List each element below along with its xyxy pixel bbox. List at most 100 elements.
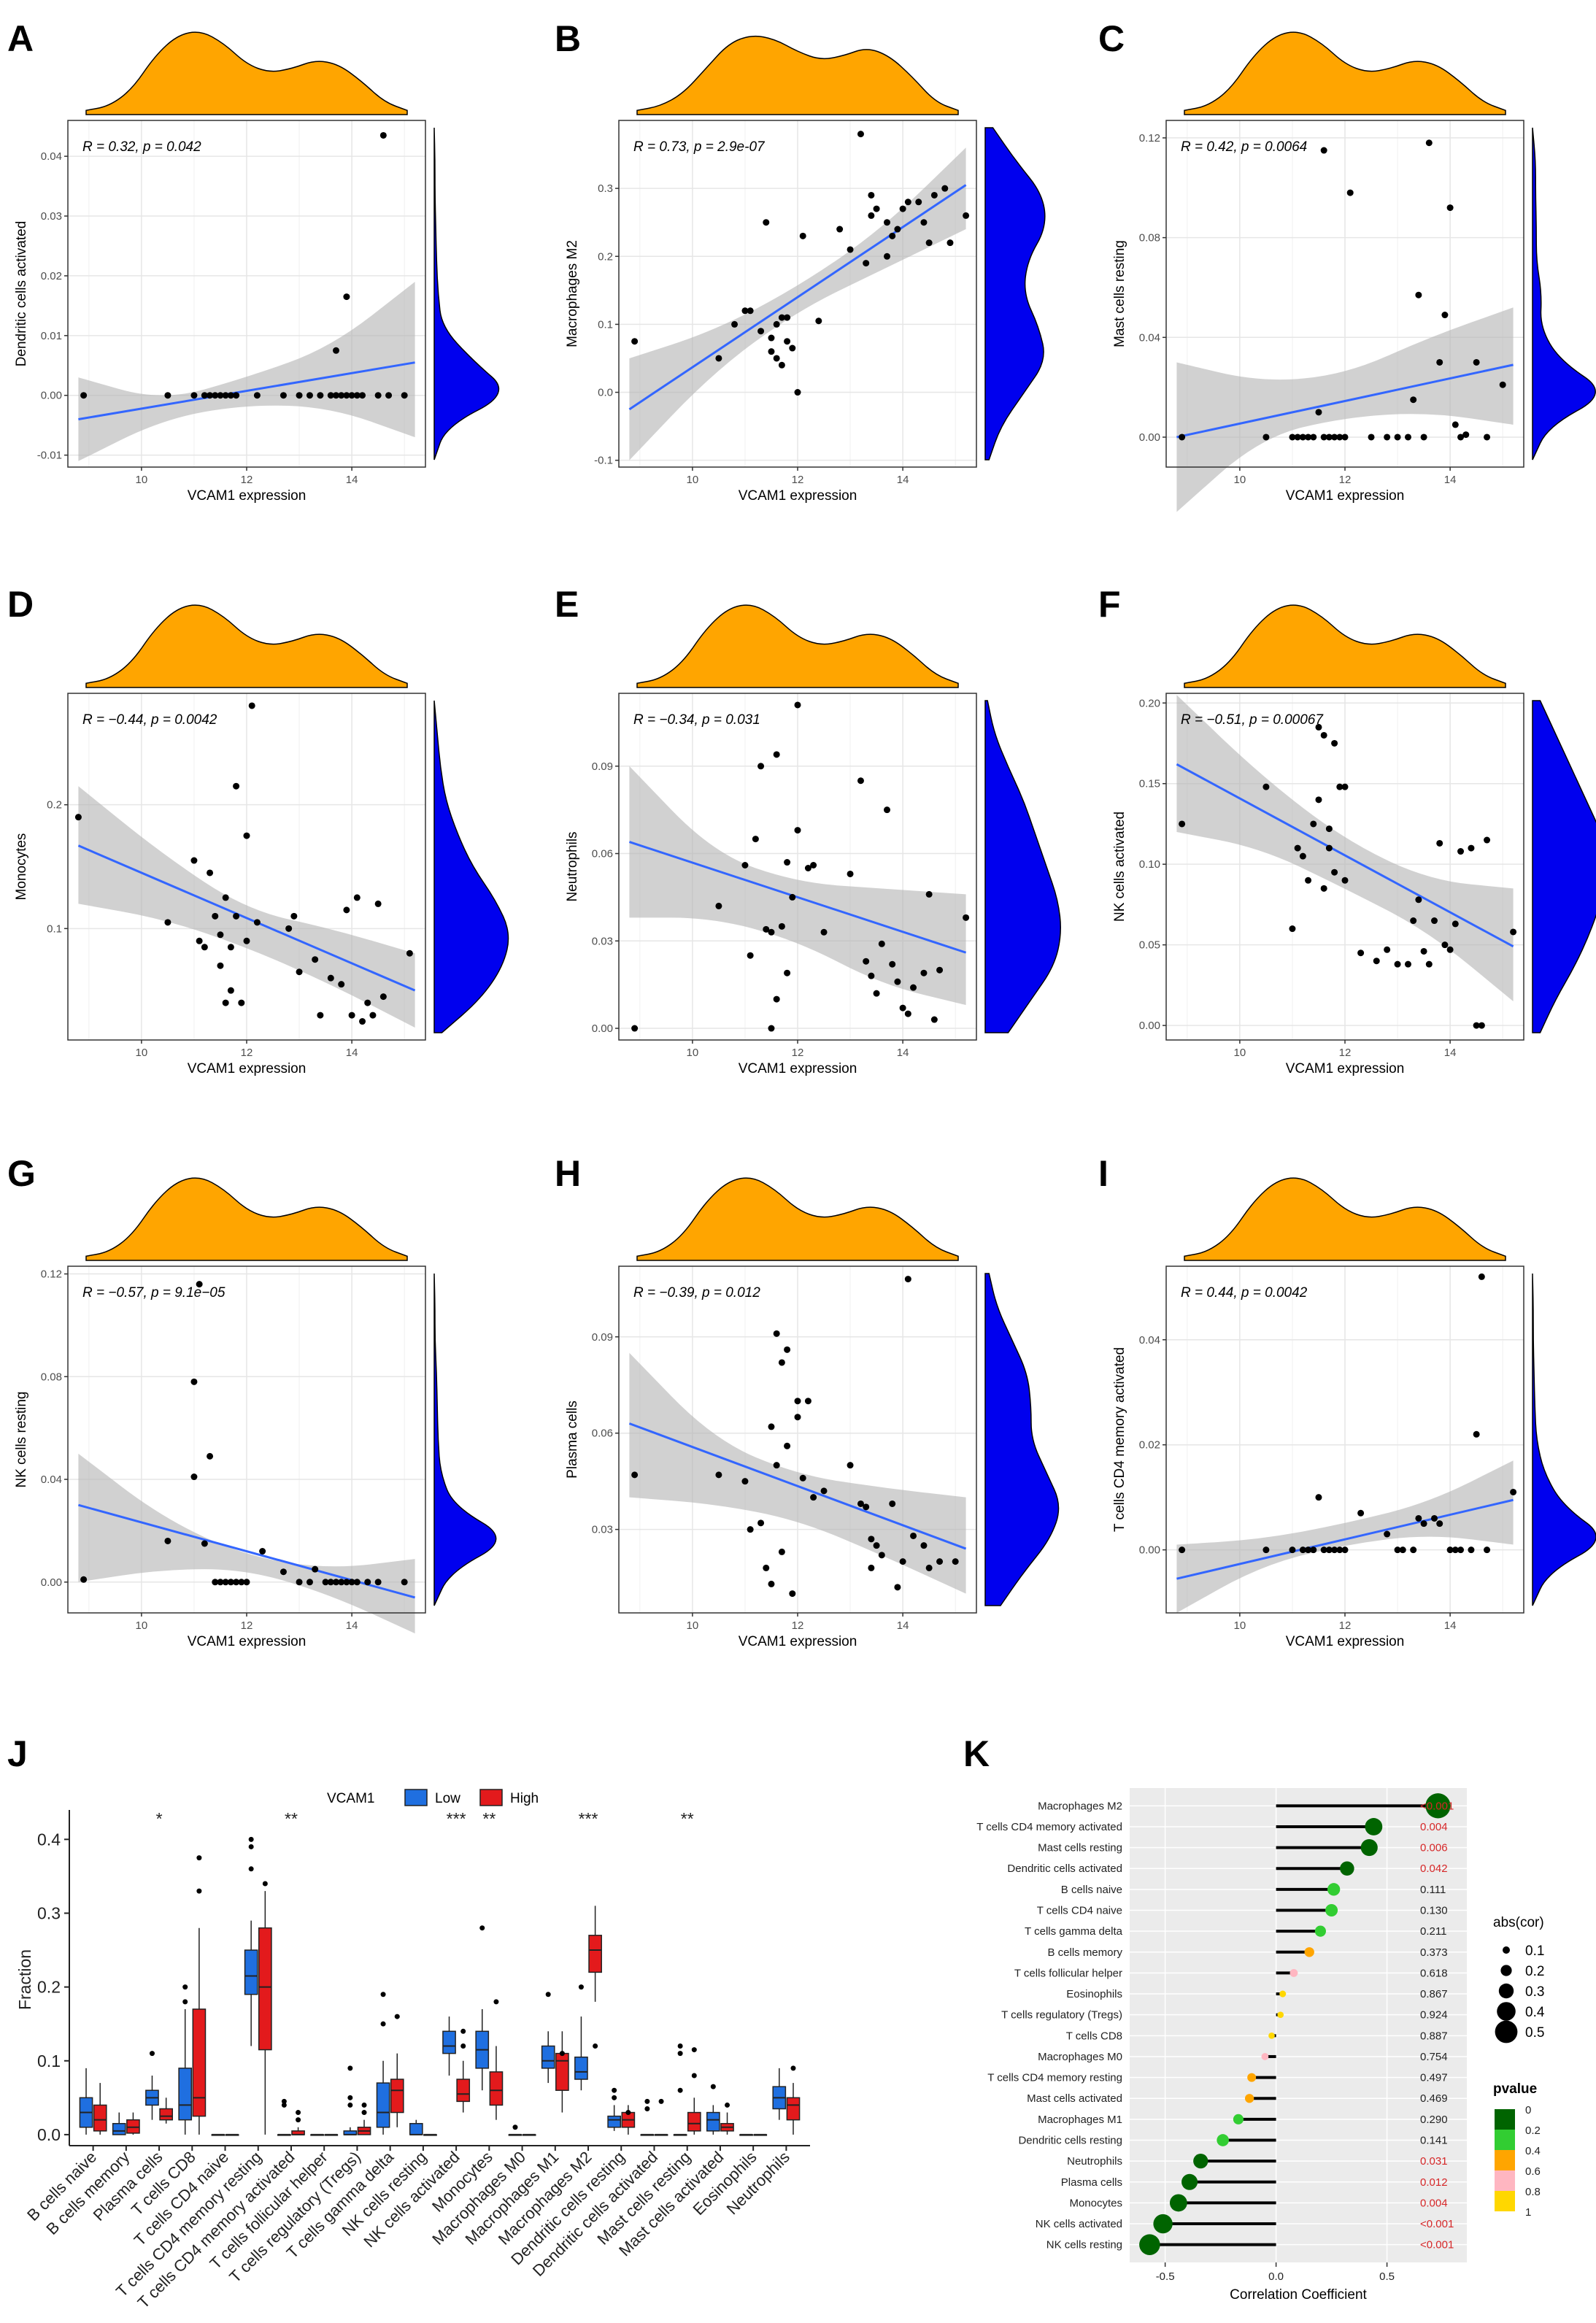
y-tick-label: 0.04: [41, 1473, 62, 1486]
y-tick-label: 0.02: [1139, 1439, 1160, 1452]
high-outlier: [196, 1888, 202, 1894]
data-point: [784, 1442, 791, 1449]
lollipop-head: [1327, 1883, 1341, 1896]
data-point: [1384, 434, 1391, 441]
data-point: [847, 870, 854, 877]
y-tick-label: -0.1: [594, 455, 613, 467]
data-point: [1452, 920, 1459, 928]
low-outlier: [612, 2095, 617, 2100]
low-outlier: [248, 1836, 254, 1842]
high-box: [390, 2079, 404, 2114]
scatter-panel-I: 10 12 14 0.00 0.02 0.04 VCAM1 expression T cell…: [1112, 1177, 1596, 1649]
high-box: [687, 2111, 701, 2132]
x-tick-label: 12: [241, 1047, 253, 1059]
data-point: [789, 344, 796, 352]
data-point: [941, 185, 949, 192]
x-tick-label: 10: [136, 1047, 148, 1059]
p-value-label: 0.012: [1420, 2176, 1448, 2189]
data-point: [799, 232, 806, 239]
low-outlier: [182, 1984, 188, 1990]
data-point: [1441, 941, 1449, 949]
p-value-label: 0.497: [1420, 2072, 1448, 2084]
color-legend-swatch: [1495, 2170, 1515, 2191]
x-tick-label: 14: [1444, 1047, 1457, 1059]
color-legend-label: 0.2: [1525, 2124, 1541, 2137]
data-point: [1425, 139, 1433, 147]
data-point: [1484, 836, 1491, 844]
high-outlier: [394, 2014, 400, 2019]
regression-line: [77, 844, 416, 992]
x-density-curve: [636, 604, 959, 688]
data-point: [894, 978, 901, 985]
lollipop-head: [1139, 2234, 1160, 2255]
data-point: [904, 1010, 911, 1017]
row-label: B cells naive: [1061, 1884, 1122, 1896]
data-point: [757, 763, 765, 770]
data-point: [80, 392, 88, 399]
data-point: [863, 260, 870, 267]
data-point: [196, 937, 203, 944]
y-axis-label: Neutrophils: [565, 831, 580, 901]
data-point: [741, 307, 749, 315]
size-legend-label: 0.2: [1525, 1964, 1544, 1979]
x-tick-label: 12: [1339, 1047, 1352, 1059]
data-point: [217, 1579, 224, 1586]
scatter-panel-C: 10 12 14 0.00 0.04 0.08 0.12 VCAM1 expression Ma…: [1112, 31, 1596, 512]
x-density-curve: [85, 1177, 408, 1261]
data-point: [259, 1548, 266, 1555]
high-outlier: [493, 1999, 499, 2005]
data-point: [799, 1474, 806, 1482]
data-point: [207, 869, 214, 877]
high-box: [786, 2097, 801, 2121]
data-point: [343, 1579, 350, 1586]
data-point: [227, 987, 234, 994]
data-point: [784, 314, 791, 321]
lollipop-head: [1325, 1904, 1338, 1916]
data-point: [715, 1471, 722, 1479]
data-point: [904, 1276, 911, 1283]
y-tick-label: 0.06: [592, 848, 613, 860]
size-legend-dot: [1498, 1983, 1514, 1999]
y-tick-label: 0.4: [37, 1830, 61, 1849]
data-point: [768, 928, 775, 936]
data-point: [1325, 434, 1333, 441]
data-point: [280, 392, 287, 399]
data-point: [379, 993, 387, 1001]
data-point: [327, 392, 334, 399]
x-density-curve: [1184, 31, 1506, 115]
data-point: [899, 1558, 906, 1565]
data-point: [1341, 877, 1349, 884]
data-point: [243, 1579, 250, 1586]
data-point: [773, 1462, 780, 1469]
lollipop-head: [1217, 2134, 1229, 2146]
significance-marker: ***: [447, 1809, 466, 1828]
data-point: [248, 702, 255, 709]
size-legend-title: abs(cor): [1493, 1915, 1544, 1930]
data-point: [768, 348, 775, 355]
high-box: [555, 2052, 569, 2091]
data-point: [306, 392, 313, 399]
lollipop-head: [1425, 1793, 1451, 1819]
legend-label-low: Low: [435, 1791, 460, 1806]
low-outlier: [644, 2098, 650, 2104]
data-point: [868, 972, 875, 979]
p-value-label: 0.924: [1420, 2009, 1448, 2022]
data-point: [348, 1012, 355, 1019]
data-point: [857, 1500, 864, 1507]
regression-line: [78, 361, 415, 420]
data-point: [768, 334, 775, 342]
data-point: [338, 1579, 345, 1586]
low-outlier: [512, 2124, 518, 2130]
x-tick-label: 12: [792, 474, 804, 486]
data-point: [353, 1579, 361, 1586]
lollipop-panel-K: Macrophages M2 <0.001 T cells CD4 memory a…: [976, 1788, 1545, 2303]
data-point: [164, 392, 171, 399]
regression-line: [628, 841, 967, 954]
data-point: [1289, 925, 1296, 933]
y-tick-label: 0.3: [37, 1903, 61, 1922]
data-point: [925, 1564, 933, 1571]
lollipop-head: [1244, 2094, 1254, 2103]
x-tick-label: 10: [1234, 474, 1246, 486]
row-label: T cells gamma delta: [1025, 1925, 1123, 1938]
